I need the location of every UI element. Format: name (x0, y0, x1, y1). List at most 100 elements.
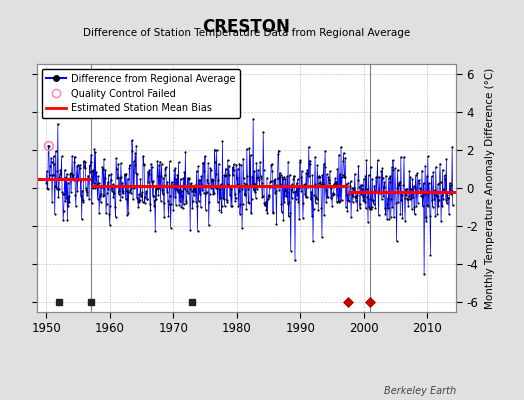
Point (145, 167, 154, 174)
Point (362, 205, 370, 212)
Point (183, 174, 192, 181)
Point (59, 217, 68, 223)
Point (100, 156, 108, 162)
Point (45, 143, 53, 149)
Point (187, 182, 195, 188)
Point (309, 206, 318, 212)
Point (282, 189, 291, 196)
Point (331, 175, 340, 182)
Point (168, 179, 176, 185)
Point (438, 203, 446, 209)
Point (304, 143, 313, 150)
Point (317, 204, 325, 211)
Point (193, 228, 202, 234)
Point (417, 193, 425, 200)
Point (169, 206, 178, 213)
Point (67, 189, 75, 196)
Point (51, 148, 60, 154)
Point (303, 170, 312, 176)
Point (283, 201, 292, 208)
Point (200, 190, 208, 196)
Point (396, 211, 405, 217)
Point (108, 185, 116, 192)
Point (386, 173, 395, 179)
Point (270, 178, 278, 184)
Point (57, 153, 66, 160)
Point (250, 189, 259, 196)
Point (376, 188, 384, 195)
Point (71, 154, 79, 160)
Point (92, 182, 100, 189)
Point (415, 180, 423, 186)
Point (54, 186, 63, 192)
Point (252, 195, 260, 201)
Point (260, 200, 268, 206)
Point (161, 164, 170, 170)
Point (157, 172, 165, 179)
Point (177, 204, 185, 210)
Point (203, 180, 212, 186)
Point (416, 186, 424, 192)
Point (95, 192, 104, 199)
Point (307, 196, 315, 202)
Point (326, 184, 335, 190)
Point (391, 165, 399, 172)
Point (275, 187, 283, 194)
Point (209, 177, 217, 183)
Point (184, 190, 192, 196)
Point (265, 193, 273, 200)
Point (150, 197, 159, 204)
Point (72, 203, 80, 209)
Point (305, 157, 314, 164)
Point (196, 204, 205, 210)
Point (444, 195, 453, 202)
Point (117, 174, 126, 180)
Point (381, 205, 389, 211)
Point (208, 178, 216, 184)
Point (354, 162, 363, 169)
Point (69, 172, 78, 178)
Point (439, 166, 447, 173)
Point (253, 175, 261, 182)
Point (134, 204, 143, 210)
Point (323, 194, 332, 200)
Point (168, 183, 177, 189)
Point (134, 198, 142, 204)
Point (417, 189, 425, 195)
Point (49, 153, 58, 159)
Point (325, 177, 333, 183)
Point (224, 181, 233, 188)
Point (214, 177, 222, 184)
Point (316, 181, 325, 187)
Point (75, 175, 83, 182)
Point (87, 152, 95, 158)
Point (290, 173, 298, 180)
Point (227, 202, 235, 209)
Point (303, 167, 311, 173)
Point (84, 172, 92, 179)
Point (253, 186, 261, 192)
Point (153, 158, 161, 164)
Point (414, 177, 423, 183)
Point (398, 191, 406, 198)
Point (418, 203, 427, 209)
Point (211, 185, 220, 191)
Point (386, 179, 394, 186)
Point (149, 193, 158, 199)
Point (444, 195, 452, 201)
Point (60, 208, 68, 214)
Point (138, 189, 146, 196)
Point (302, 170, 310, 176)
Point (110, 183, 118, 190)
Point (284, 159, 292, 165)
Point (170, 167, 179, 173)
Point (101, 167, 110, 173)
Point (93, 181, 101, 187)
Point (198, 182, 206, 188)
Point (313, 174, 322, 181)
Point (230, 166, 238, 173)
Point (249, 116, 257, 122)
Point (235, 160, 244, 167)
Point (109, 193, 117, 200)
Point (51, 182, 59, 189)
